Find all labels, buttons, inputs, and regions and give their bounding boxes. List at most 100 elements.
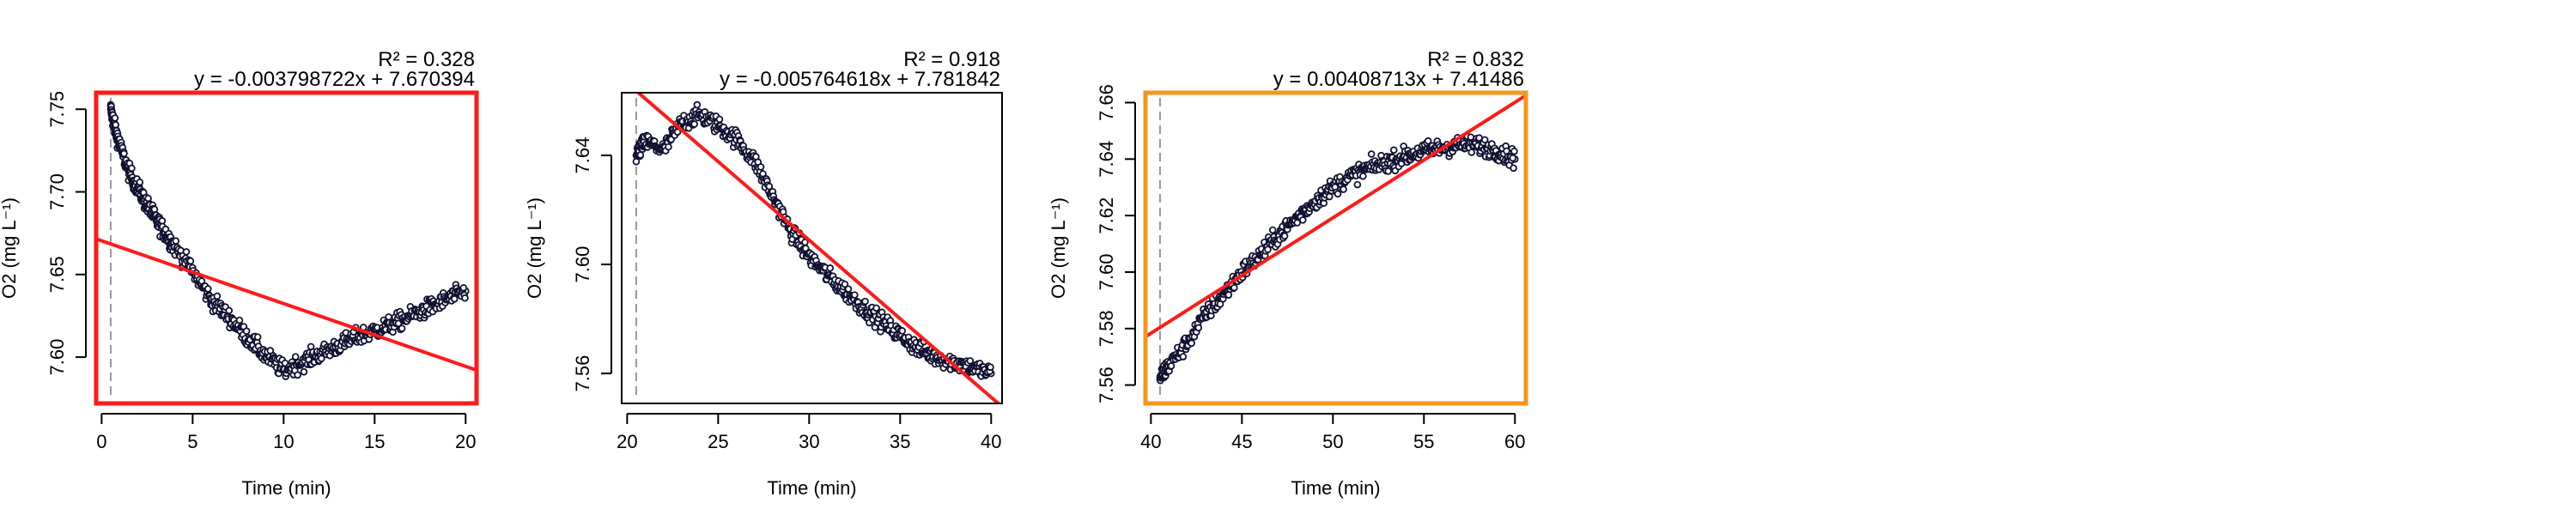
x-axis: 20 25 30 35 40 — [617, 413, 1002, 452]
data-point — [136, 178, 144, 186]
x-tick-label: 35 — [890, 431, 910, 452]
data-point — [235, 316, 244, 324]
data-point — [172, 237, 180, 245]
data-point — [715, 115, 724, 124]
y-tick-label: 7.56 — [572, 355, 593, 392]
y-axis-label: O2 (mg L⁻¹) — [524, 197, 545, 299]
x-tick-label: 25 — [708, 431, 728, 452]
x-tick-label: 20 — [455, 431, 476, 452]
y-tick-label: 7.65 — [46, 256, 68, 293]
y-tick-label: 7.60 — [1096, 254, 1117, 291]
x-tick-label: 50 — [1322, 431, 1343, 452]
data-point — [1194, 324, 1203, 332]
plot-frame — [94, 90, 479, 406]
data-point — [1367, 150, 1376, 158]
y-tick-label: 7.60 — [572, 246, 593, 283]
y-tick-label: 7.62 — [1096, 197, 1117, 234]
data-point — [1167, 362, 1176, 370]
x-axis: 0 5 10 15 20 — [96, 413, 477, 452]
data-point — [1268, 226, 1277, 234]
data-points — [1156, 132, 1519, 385]
r-squared-label: R² = 0.832 — [1427, 48, 1524, 71]
panel-3: 40 45 50 55 60 Time (min) 7.56 7.58 7.60 7.62 7.64… — [1048, 48, 1528, 499]
data-point — [844, 285, 853, 294]
x-tick-label: 0 — [96, 431, 106, 452]
data-point — [636, 151, 645, 159]
data-point — [398, 324, 406, 332]
data-point — [253, 333, 262, 341]
data-point — [1510, 164, 1517, 173]
plot-frame — [1143, 90, 1528, 406]
x-axis-label: Time (min) — [1291, 477, 1380, 499]
data-point — [1353, 180, 1362, 189]
data-point — [225, 306, 234, 315]
data-point — [665, 142, 672, 151]
fit-equation: y = 0.00408713x + 7.41486 — [1273, 68, 1524, 91]
data-point — [459, 283, 468, 292]
y-axis-label: O2 (mg L⁻¹) — [1048, 197, 1069, 299]
data-point — [898, 327, 907, 335]
data-points — [106, 100, 470, 380]
data-points — [632, 100, 995, 380]
panel-2: 20 25 30 35 40 Time (min) 7.56 7.60 7.64 O2 (mg L… — [524, 48, 1003, 499]
x-tick-label: 10 — [273, 431, 294, 452]
data-point — [1325, 192, 1334, 201]
x-tick-label: 40 — [981, 431, 1001, 452]
data-point — [385, 312, 392, 321]
data-point — [1179, 353, 1188, 360]
x-tick-label: 60 — [1504, 431, 1525, 452]
data-point — [204, 285, 212, 293]
regression-line — [96, 237, 477, 373]
fit-equation: y = -0.005764618x + 7.781842 — [720, 68, 1000, 91]
x-axis-label: Time (min) — [767, 477, 856, 499]
y-tick-label: 7.70 — [46, 173, 68, 210]
y-axis: 7.60 7.65 7.70 7.75 — [46, 91, 87, 376]
data-point — [690, 120, 698, 128]
x-axis-label: Time (min) — [241, 477, 331, 499]
y-tick-label: 7.60 — [46, 339, 68, 376]
data-point — [1188, 339, 1195, 348]
data-point — [1384, 167, 1393, 175]
data-point — [1224, 291, 1233, 299]
x-axis: 40 45 50 55 60 — [1140, 413, 1526, 452]
data-point — [1510, 147, 1518, 155]
x-tick-label: 30 — [799, 431, 819, 452]
data-point — [1359, 172, 1367, 180]
data-point — [450, 294, 459, 303]
y-tick-label: 7.75 — [46, 91, 68, 128]
x-tick-label: 40 — [1140, 431, 1161, 452]
data-point — [966, 357, 975, 365]
data-point — [1340, 185, 1347, 193]
y-tick-label: 7.64 — [572, 137, 593, 174]
y-tick-label: 7.64 — [1096, 141, 1117, 178]
data-point — [1389, 146, 1398, 154]
data-point — [128, 164, 136, 173]
panel-1: 0 5 10 15 20 Time (min) 7.60 7.65 7.70 7.75 O2 (mg… — [0, 48, 479, 499]
data-point — [851, 291, 859, 299]
data-point — [1280, 232, 1289, 240]
data-point — [291, 353, 300, 360]
plot-frame — [621, 92, 1003, 404]
data-point — [987, 363, 994, 372]
data-point — [112, 121, 119, 129]
regression-line — [635, 93, 1001, 403]
data-point — [242, 327, 251, 335]
data-point — [632, 158, 641, 166]
data-point — [182, 248, 191, 256]
data-point — [826, 264, 835, 272]
x-tick-label: 5 — [187, 431, 197, 452]
data-point — [120, 149, 128, 158]
data-point — [861, 297, 869, 306]
y-tick-label: 7.66 — [1096, 84, 1117, 121]
data-point — [1480, 136, 1489, 144]
r-squared-label: R² = 0.918 — [903, 48, 1000, 71]
data-point — [294, 371, 301, 379]
y-axis-label: O2 (mg L⁻¹) — [0, 197, 20, 299]
data-point — [1509, 154, 1517, 162]
y-axis: 7.56 7.60 7.64 — [572, 137, 612, 392]
y-axis: 7.56 7.58 7.60 7.62 7.64 7.66 — [1096, 84, 1136, 403]
y-tick-label: 7.58 — [1096, 310, 1117, 347]
data-point — [1298, 216, 1307, 224]
y-tick-label: 7.56 — [1096, 367, 1117, 403]
data-point — [765, 182, 774, 191]
